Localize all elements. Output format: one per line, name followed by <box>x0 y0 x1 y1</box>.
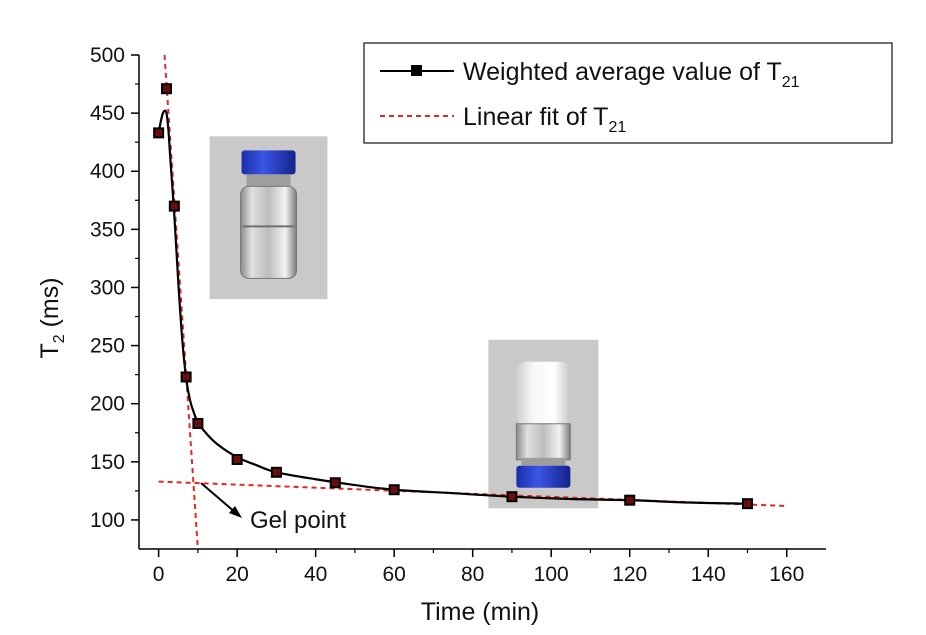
x-tick-label: 160 <box>769 563 804 586</box>
x-tick-label: 0 <box>153 563 165 586</box>
inset-photos <box>209 136 599 509</box>
data-point-inner <box>162 85 170 93</box>
y-tick-label: 300 <box>90 276 125 299</box>
y-axis-title: T2 (ms) <box>36 277 68 358</box>
gel-point-annotation: Gel point <box>200 482 346 534</box>
x-tick-label: 120 <box>612 563 647 586</box>
data-point-inner <box>272 468 280 476</box>
gel-section <box>516 361 571 426</box>
y-axis-title-tail: (ms) <box>36 277 64 334</box>
y-tick-label: 250 <box>90 335 125 358</box>
gel-point-label: Gel point <box>250 507 346 534</box>
data-point-inner <box>743 500 751 508</box>
legend: Weighted average value of T21 Linear fit… <box>363 42 893 144</box>
data-point-inner <box>155 129 163 137</box>
data-point-inner <box>626 496 634 504</box>
legend-series2-label-sub: 21 <box>608 119 626 136</box>
x-tick-label: 40 <box>304 563 327 586</box>
vial-cap <box>516 465 571 488</box>
axes: 0 20 40 60 80 100 120 140 160 100 150 200 250 300 350 4… <box>90 44 826 586</box>
legend-series2-label-main: Linear fit of T <box>463 103 608 131</box>
data-point-inner <box>331 479 339 487</box>
y-tick-label: 100 <box>90 509 125 532</box>
x-tick-label: 20 <box>225 563 248 586</box>
x-axis-title: Time (min) <box>421 598 540 626</box>
vial-liquid-photo <box>209 136 328 300</box>
gel-point-arrowhead <box>229 506 242 518</box>
y-tick-label: 200 <box>90 393 125 416</box>
vial-cap <box>241 150 296 175</box>
data-markers <box>153 83 753 510</box>
data-point-inner <box>233 455 241 463</box>
y-tick-label: 400 <box>90 160 125 183</box>
legend-series1-label-sub: 21 <box>782 74 800 91</box>
vial-empty-section <box>515 423 571 461</box>
x-tick-label: 140 <box>691 563 726 586</box>
data-point-inner <box>170 202 178 210</box>
y-tick-label: 500 <box>90 44 125 67</box>
data-point-inner <box>194 419 202 427</box>
legend-series2-label: Linear fit of T21 <box>463 103 626 136</box>
y-axis-title-sub: 2 <box>51 334 68 343</box>
y-tick-label: 350 <box>90 218 125 241</box>
data-point-inner <box>182 373 190 381</box>
vial-neck <box>246 174 291 187</box>
x-tick-label: 80 <box>461 563 484 586</box>
y-tick-label: 450 <box>90 102 125 125</box>
data-point-inner <box>390 486 398 494</box>
legend-series1-label: Weighted average value of T21 <box>463 58 800 91</box>
legend-series1-label-main: Weighted average value of T <box>463 58 782 86</box>
gel-point-arrow-line <box>200 482 237 514</box>
x-tick-label: 60 <box>382 563 405 586</box>
vial-neck <box>521 457 566 466</box>
fit-line-1 <box>163 54 199 550</box>
vial-gel-photo <box>488 339 599 509</box>
vial-body <box>240 185 298 279</box>
x-tick-label: 100 <box>534 563 569 586</box>
y-axis-title-main: T <box>36 343 64 358</box>
legend-series1-marker <box>411 65 422 76</box>
legend-box <box>363 42 893 144</box>
y-tick-label: 150 <box>90 451 125 474</box>
data-point-inner <box>508 493 516 501</box>
